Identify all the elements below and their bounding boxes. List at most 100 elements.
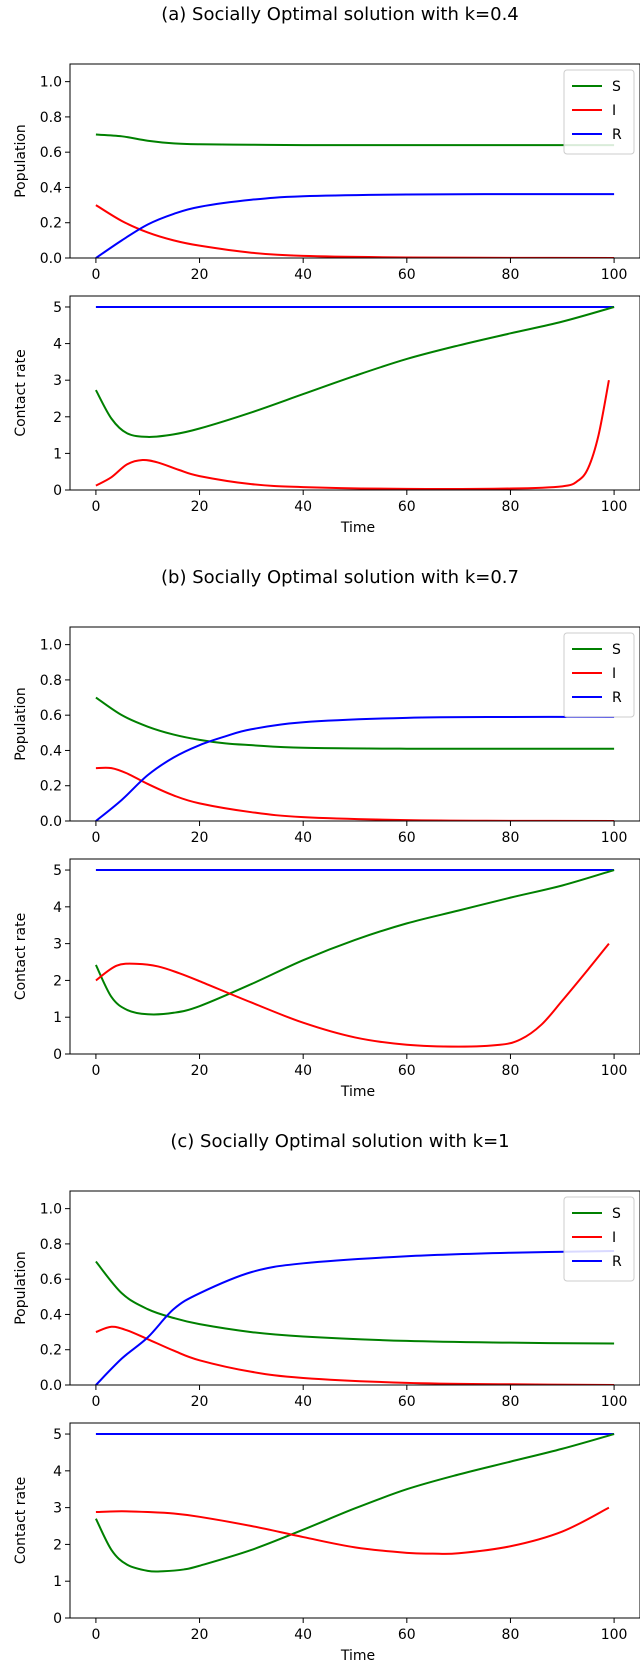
panel-a-contact-ytick-label: 1: [53, 446, 62, 462]
panel-c-population-ytick-label: 1.0: [40, 1202, 62, 1218]
panel-c-contact-frame: [69, 1422, 640, 1619]
panel-c-contact-ylabel: Contact rate: [13, 1477, 29, 1564]
panel-a-contact-frame: [69, 295, 640, 491]
panel-c-contact-series-s: [95, 1433, 615, 1573]
panel-a-population-axes: 0.0 0.2 0.4 0.6 0.8 1.0 0 20 40 60 80 100 Population…: [13, 63, 640, 283]
panel-c-contact-xtick-label: 80: [502, 1627, 520, 1643]
panel-b-contact-xtick-label: 80: [502, 1063, 520, 1079]
panel-b-contact-frame: [69, 858, 640, 1055]
panel-c-contact-xtick-label: 60: [398, 1627, 416, 1643]
panel-c-population-ytick-label: 0.2: [40, 1343, 62, 1359]
panel-c-contact-xtick-label: 40: [294, 1627, 312, 1643]
panel-c-population-xtick-label: 0: [91, 1394, 100, 1410]
panel-b-population-legend-label-s: S: [612, 642, 621, 658]
panel-a-population-xtick-label: 80: [502, 267, 520, 283]
panel-a-contact-axes: 0 1 2 3 4 5 0 20 40 60 80 100 Contact rate Time: [13, 295, 640, 536]
panel-c-population-xtick-label: 20: [191, 1394, 209, 1410]
panel-c-contact-ytick-label: 5: [53, 1427, 62, 1443]
panel-c-population-series-r: [95, 1249, 615, 1385]
panel-b-contact-xtick-label: 100: [601, 1063, 628, 1079]
panel-b-population-xtick-label: 40: [294, 830, 312, 846]
panel-a-population-xtick-label: 20: [191, 267, 209, 283]
panel-c-population-legend: SIR: [563, 1196, 635, 1282]
panel-c-population-xtick-label: 100: [601, 1394, 628, 1410]
panel-b-population-ytick-label: 0.0: [40, 814, 62, 830]
panel-b-contact-xtick-label: 20: [191, 1063, 209, 1079]
panel-b-population-legend-label-i: I: [612, 666, 616, 682]
panel-a-title: (a) Socially Optimal solution with k=0.4: [161, 4, 519, 25]
panel-b-contact-series-i: [95, 942, 610, 1048]
panel-b-title: (b) Socially Optimal solution with k=0.7: [161, 567, 519, 588]
panel-c-contact-series-i: [95, 1506, 610, 1555]
panel-b-population-xtick-label: 100: [601, 830, 628, 846]
panel-c-population-legend-label-s: S: [612, 1206, 621, 1222]
panel-a-population-ytick-label: 0.4: [40, 180, 62, 196]
panel-b-contact-ytick-label: 2: [53, 973, 62, 989]
panel-a-population-series-s: [95, 133, 615, 147]
panel-c-contact-xtick-label: 0: [91, 1627, 100, 1643]
panel-a-population-ytick-label: 0.8: [40, 110, 62, 126]
panel-a-contact-xtick-label: 40: [294, 499, 312, 515]
panel-c-population-xtick-label: 40: [294, 1394, 312, 1410]
panel-a-contact-ytick-label: 5: [53, 300, 62, 316]
panel-a-population-frame: [69, 63, 640, 259]
panel-c-contact-axes: 0 1 2 3 4 5 0 20 40 60 80 100 Contact rate Time: [13, 1422, 640, 1664]
panel-c-population-legend-box: [563, 1196, 635, 1282]
panel-c-population-legend-label-i: I: [612, 1230, 616, 1246]
panel-b-contact-axes: 0 1 2 3 4 5 0 20 40 60 80 100 Contact rate Time: [13, 858, 640, 1100]
panel-b-contact-ytick-label: 0: [53, 1047, 62, 1063]
panel-a-population-legend-label-i: I: [612, 103, 616, 119]
panel-c-title: (c) Socially Optimal solution with k=1: [170, 1131, 510, 1152]
panel-c-population-ytick-label: 0.6: [40, 1272, 62, 1288]
panel-a-contact-xtick-label: 80: [502, 499, 520, 515]
panel-b-population-legend-label-r: R: [612, 690, 622, 706]
panel-b-contact-ylabel: Contact rate: [13, 913, 29, 1000]
panel-c-population-frame: [69, 1190, 640, 1386]
panel-b-contact-series-s: [95, 869, 615, 1016]
panel-c-population-ylabel: Population: [13, 1251, 29, 1325]
panel-b-contact-ytick-label: 3: [53, 937, 62, 953]
panel-a-population-series-r: [95, 193, 615, 258]
panel-a-contact-ytick-label: 2: [53, 410, 62, 426]
panel-a-population-xtick-label: 0: [91, 267, 100, 283]
panel-c-population-ytick-label: 0.8: [40, 1237, 62, 1253]
panel-a-population-ylabel: Population: [13, 124, 29, 198]
panel-b-population-series-s: [95, 696, 615, 750]
panel-c-population-axes: 0.0 0.2 0.4 0.6 0.8 1.0 0 20 40 60 80 100 Population…: [13, 1190, 640, 1410]
panel-a-population-xtick-label: 60: [398, 267, 416, 283]
panel-c-contact-ytick-label: 4: [53, 1464, 62, 1480]
panel-a-contact-ytick-label: 3: [53, 373, 62, 389]
panel-b-contact-xtick-label: 60: [398, 1063, 416, 1079]
panel-a-population-ytick-label: 0.0: [40, 251, 62, 267]
panel-a-contact-xtick-label: 100: [601, 499, 628, 515]
panel-a-population-ytick-label: 1.0: [40, 75, 62, 91]
panel-c-contact-ytick-label: 0: [53, 1611, 62, 1627]
panel-b-population-legend-box: [563, 632, 635, 718]
panel-a-contact-xtick-label: 20: [191, 499, 209, 515]
panel-b-population-ylabel: Population: [13, 687, 29, 761]
panel-c-population-xtick-label: 80: [502, 1394, 520, 1410]
panel-c-population-series-s: [95, 1260, 615, 1345]
panel-b-contact-ytick-label: 4: [53, 900, 62, 916]
panel-b-population-xtick-label: 20: [191, 830, 209, 846]
panel-c-population-legend-label-r: R: [612, 1254, 622, 1270]
panel-b-population-ytick-label: 0.8: [40, 673, 62, 689]
panel-a-population-xtick-label: 100: [601, 267, 628, 283]
panel-a-population-ytick-label: 0.6: [40, 145, 62, 161]
panel-c-population-xtick-label: 60: [398, 1394, 416, 1410]
panel-c-contact-ytick-label: 1: [53, 1574, 62, 1590]
panel-b-contact-xtick-label: 40: [294, 1063, 312, 1079]
panel-a-population-ytick-label: 0.2: [40, 216, 62, 232]
panel-a-contact-ytick-label: 4: [53, 337, 62, 353]
panel-b-contact-ytick-label: 1: [53, 1010, 62, 1026]
panel-c-contact-xtick-label: 100: [601, 1627, 628, 1643]
panel-b-population-xtick-label: 80: [502, 830, 520, 846]
panel-b-contact-xtick-label: 0: [91, 1063, 100, 1079]
panel-b-contact-xlabel: Time: [340, 1084, 375, 1100]
panel-a-contact-series-i: [95, 380, 610, 490]
panel-c-contact-xlabel: Time: [340, 1648, 375, 1664]
panel-b-population-series-r: [95, 715, 615, 821]
panel-b-population-legend: SIR: [563, 632, 635, 718]
panel-b-population-xtick-label: 60: [398, 830, 416, 846]
